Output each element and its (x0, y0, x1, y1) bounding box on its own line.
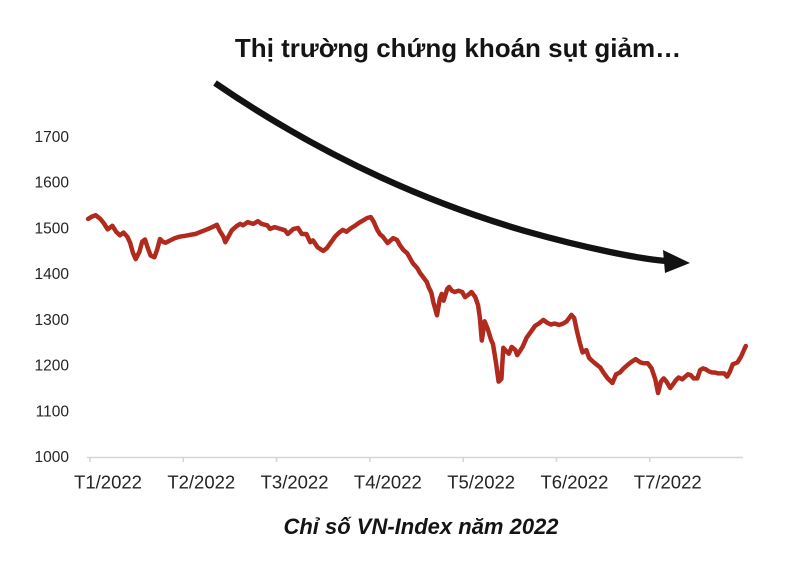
y-axis-tick-label: 1000 (35, 449, 70, 466)
x-axis-tick-label: T6/2022 (540, 472, 608, 493)
x-axis-tick-label: T5/2022 (447, 472, 515, 493)
y-axis-labels: 1700 1600 1500 1400 1300 1200 1100 1000 (35, 129, 70, 466)
chart-caption: Chỉ số VN-Index năm 2022 (283, 514, 559, 539)
x-axis-tick-label: T4/2022 (354, 472, 422, 493)
x-axis-tick-label: T2/2022 (167, 472, 235, 493)
y-axis-tick-label: 1700 (35, 129, 70, 146)
y-axis-tick-label: 1600 (35, 175, 70, 192)
vnindex-series-line (85, 212, 749, 396)
chart-title: Thị trường chứng khoán sụt giảm… (234, 33, 682, 63)
x-axis-ticks (89, 457, 651, 462)
x-axis-tick-label: T3/2022 (261, 472, 329, 493)
decline-arrow-shaft (213, 80, 667, 265)
y-axis-tick-label: 1200 (35, 358, 70, 375)
decline-arrow-head-icon (663, 250, 690, 273)
y-axis-tick-label: 1400 (35, 266, 70, 283)
y-axis-tick-label: 1100 (36, 403, 70, 420)
x-axis-labels: T1/2022 T2/2022 T3/2022 T4/2022 T5/2022 T6/20… (74, 472, 702, 493)
decline-arrow (213, 80, 690, 273)
y-axis-tick-label: 1300 (35, 312, 70, 329)
x-axis-tick-label: T7/2022 (634, 472, 702, 493)
y-axis-tick-label: 1500 (35, 220, 70, 237)
x-axis-tick-label: T1/2022 (74, 472, 142, 493)
